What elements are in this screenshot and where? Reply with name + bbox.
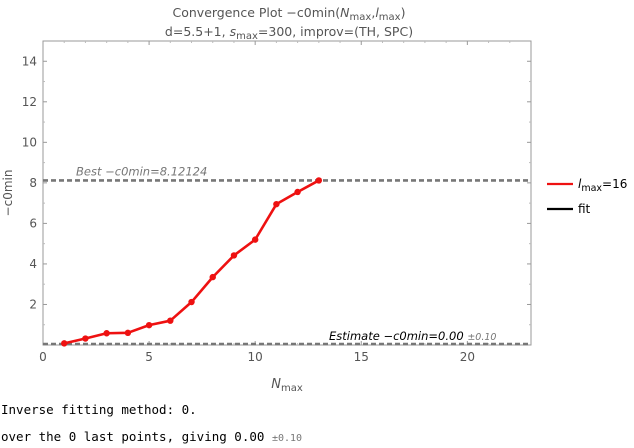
- legend-label-fit: fit: [578, 202, 591, 216]
- convergence-chart: Convergence Plot −c0min(Nmax,lmax) d=5.5…: [1, 5, 627, 394]
- x-tick-label: 5: [145, 350, 153, 364]
- data-point: [251, 236, 259, 243]
- data-point: [167, 317, 174, 324]
- legend-label-lmax16: lmax=16: [578, 177, 627, 194]
- x-tick-label: 20: [460, 350, 475, 364]
- fit-result-error: ±0.10: [271, 433, 303, 444]
- data-point: [294, 188, 301, 196]
- chart-subtitle: d=5.5+1, smax=300, improv=(TH, SPC): [165, 24, 413, 42]
- y-axis-label: −c0min: [1, 170, 15, 217]
- y-tick-label: 14: [22, 54, 37, 68]
- data-point: [103, 330, 110, 337]
- chart-title: Convergence Plot −c0min(Nmax,lmax): [173, 5, 406, 23]
- estimate-reference-label: Estimate −c0min=0.00 ±0.10: [329, 329, 496, 343]
- x-tick-label: 15: [354, 350, 369, 364]
- fit-result-line: over the 0 last points, giving 0.00 ±0.1…: [1, 429, 302, 444]
- data-point: [273, 200, 280, 208]
- fit-method-line: Inverse fitting method: 0.: [1, 402, 197, 417]
- data-point: [82, 335, 89, 342]
- legend: lmax=16 fit: [547, 177, 627, 216]
- series-layer: [61, 177, 323, 347]
- y-tick-label: 2: [29, 297, 37, 311]
- data-point: [61, 340, 68, 347]
- x-tick-label: 10: [248, 350, 263, 364]
- plot-frame: [42, 40, 532, 346]
- y-tick-label: 10: [22, 135, 37, 149]
- fit-result-text: over the 0 last points, giving 0.00: [1, 429, 265, 444]
- reference-lines: Best −c0min=8.12124 Estimate −c0min=0.00 …: [43, 164, 531, 346]
- y-tick-label: 6: [29, 216, 37, 230]
- data-point: [188, 298, 195, 306]
- x-axis-label: Nmax: [271, 377, 303, 394]
- data-point: [145, 321, 153, 329]
- y-tick-label: 4: [29, 257, 37, 271]
- best-reference-label: Best −c0min=8.12124: [76, 164, 207, 178]
- series-line-lmax16: [63, 179, 320, 345]
- y-tick-label: 8: [29, 176, 37, 190]
- x-tick-label: 0: [39, 350, 47, 364]
- data-point: [315, 177, 323, 184]
- data-point: [230, 252, 238, 259]
- fit-method-text: Inverse fitting method: 0.: [1, 402, 197, 417]
- data-point: [124, 329, 132, 337]
- y-tick-label: 12: [22, 95, 37, 109]
- data-point: [209, 273, 216, 281]
